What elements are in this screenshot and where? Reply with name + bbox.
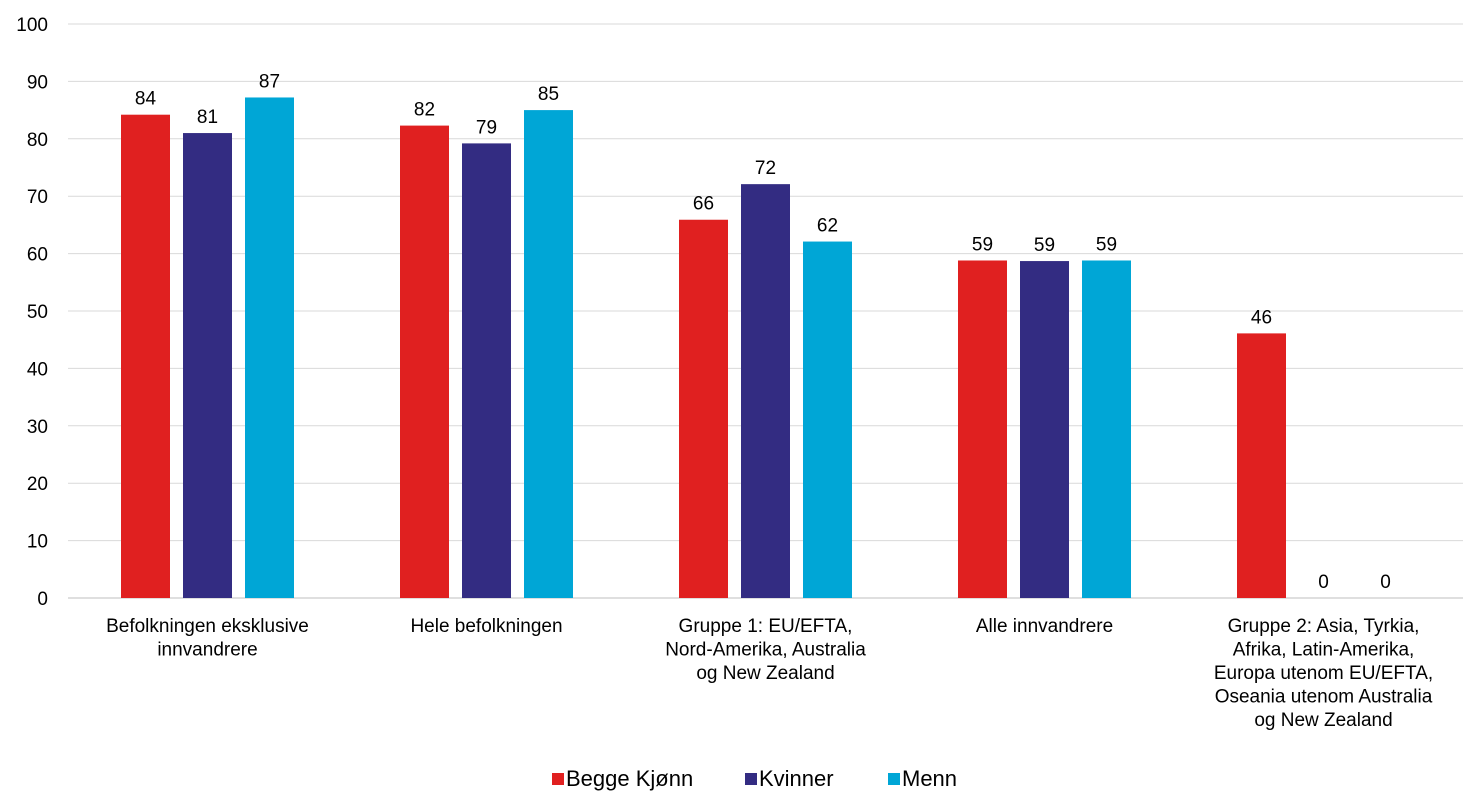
data-label: 59 — [1096, 234, 1117, 255]
bar — [524, 110, 573, 598]
y-tick-label: 30 — [27, 417, 48, 438]
bar — [462, 143, 511, 598]
y-tick-label: 60 — [27, 245, 48, 266]
bar — [121, 115, 170, 598]
data-label: 82 — [414, 100, 435, 121]
y-tick-label: 0 — [37, 589, 48, 610]
data-label: 0 — [1380, 572, 1391, 593]
y-tick-label: 10 — [27, 532, 48, 553]
legend-label: Menn — [902, 766, 957, 791]
y-tick-label: 100 — [16, 15, 48, 36]
data-label: 87 — [259, 71, 280, 92]
data-label: 72 — [755, 158, 776, 179]
bar — [1082, 260, 1131, 598]
legend-swatch — [888, 773, 900, 785]
y-tick-label: 90 — [27, 72, 48, 93]
data-label: 84 — [135, 89, 157, 110]
legend-swatch — [745, 773, 757, 785]
bar — [1020, 261, 1069, 598]
legend-label: Begge Kjønn — [566, 766, 693, 791]
data-label: 81 — [197, 107, 218, 128]
bar — [1237, 333, 1286, 598]
x-category-label: Gruppe 2: Asia, Tyrkia, Afrika, Latin-Ame… — [1214, 616, 1433, 731]
data-label: 59 — [972, 234, 993, 255]
bar — [741, 184, 790, 598]
bar — [679, 220, 728, 598]
data-label: 46 — [1251, 307, 1272, 328]
y-tick-label: 80 — [27, 130, 48, 151]
data-label: 59 — [1034, 235, 1055, 256]
data-label: 62 — [817, 216, 838, 237]
y-axis-ticks: 0 10 20 30 40 50 60 70 80 90 100 — [16, 15, 48, 610]
y-tick-label: 50 — [27, 302, 48, 323]
legend: Begge Kjønn Kvinner Menn — [552, 766, 957, 791]
bar — [803, 242, 852, 598]
bar — [183, 133, 232, 598]
x-axis-categories: Befolkningen eksklusive innvandrere Hele b… — [106, 616, 1433, 731]
y-tick-label: 20 — [27, 474, 48, 495]
legend-swatch — [552, 773, 564, 785]
data-label: 0 — [1318, 572, 1329, 593]
x-category-label: Gruppe 1: EU/EFTA, Nord-Amerika, Australi… — [665, 616, 866, 684]
x-category-label: Alle innvandrere — [976, 616, 1113, 637]
bar — [958, 260, 1007, 598]
y-tick-label: 40 — [27, 359, 48, 380]
y-tick-label: 70 — [27, 187, 48, 208]
bar — [245, 97, 294, 598]
legend-label: Kvinner — [759, 766, 834, 791]
data-label: 85 — [538, 84, 559, 105]
x-category-label: Hele befolkningen — [410, 616, 562, 637]
bar — [400, 126, 449, 598]
bars — [121, 97, 1286, 598]
x-category-label: Befolkningen eksklusive innvandrere — [106, 616, 309, 661]
data-label: 79 — [476, 117, 497, 138]
data-label: 66 — [693, 194, 714, 215]
